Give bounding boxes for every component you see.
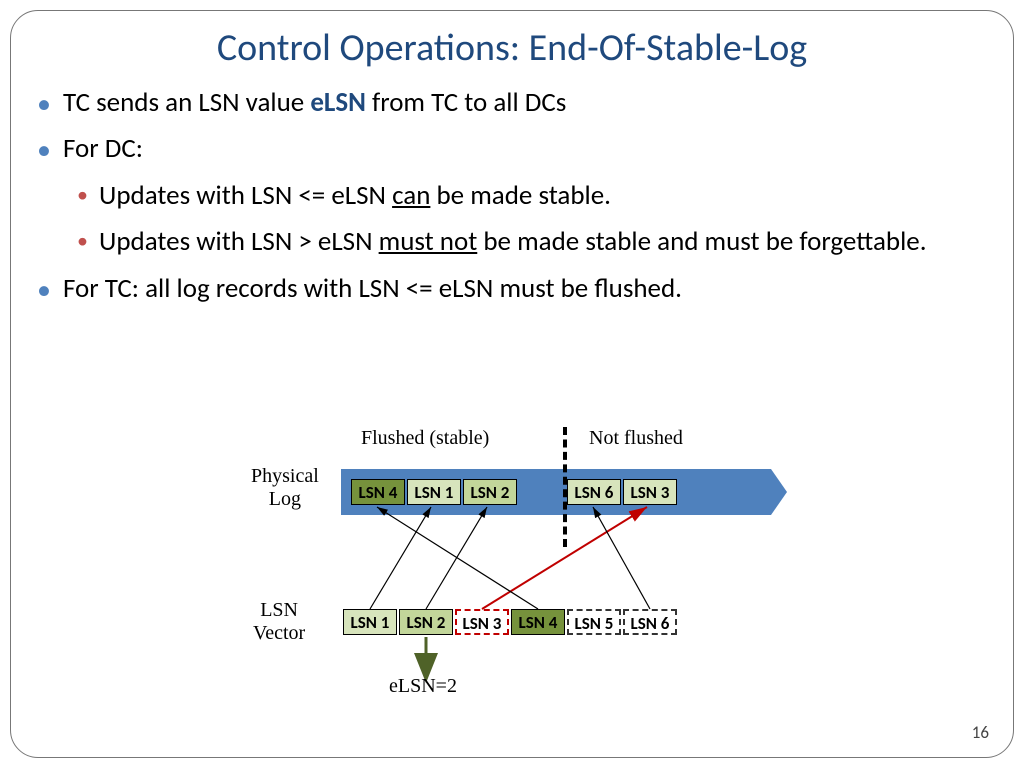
slide-title: Control Operations: End-Of-Stable-Log <box>11 25 1013 71</box>
vec-cell-3: LSN 4 <box>511 609 565 635</box>
bullet-2b: Updates with LSN > eLSN must not be made… <box>99 224 973 260</box>
bullet-2: For DC: Updates with LSN <= eLSN can be … <box>63 131 973 260</box>
slide-frame: Control Operations: End-Of-Stable-Log TC… <box>10 10 1014 758</box>
bullet-3: For TC: all log records with LSN <= eLSN… <box>63 271 973 307</box>
text: TC sends an LSN value <box>63 86 310 119</box>
underline-can: can <box>392 179 430 212</box>
phys-cell-0: LSN 4 <box>351 479 405 505</box>
text: be made stable and must be forgettable. <box>477 225 926 258</box>
phys-cell-3: LSN 6 <box>567 479 621 505</box>
text: For TC: all log records with LSN <= eLSN… <box>63 272 682 305</box>
diagram: Flushed (stable) Not flushed Physical Lo… <box>211 403 831 723</box>
arrow-layer <box>211 403 831 723</box>
vec-cell-2: LSN 3 <box>455 609 509 635</box>
vec-cell-1: LSN 2 <box>399 609 453 635</box>
bullet-2a: Updates with LSN <= eLSN can be made sta… <box>99 178 973 214</box>
text: be made stable. <box>430 179 611 212</box>
text: from TC to all DCs <box>366 86 566 119</box>
vec-cell-0: LSN 1 <box>343 609 397 635</box>
vec-cell-4: LSN 5 <box>567 609 621 635</box>
phys-cell-1: LSN 1 <box>407 479 461 505</box>
label-elsn: eLSN=2 <box>389 675 457 698</box>
text: Updates with LSN > eLSN <box>99 225 379 258</box>
arrow-2 <box>482 507 647 609</box>
phys-cell-4: LSN 3 <box>623 479 677 505</box>
page-number: 16 <box>972 722 989 743</box>
phys-cell-2: LSN 2 <box>463 479 517 505</box>
text: For DC: <box>63 132 143 165</box>
vec-cell-5: LSN 6 <box>623 609 677 635</box>
underline-mustnot: must not <box>379 225 478 258</box>
emphasis-elsn: eLSN <box>310 86 366 119</box>
bullet-list: TC sends an LSN value eLSN from TC to al… <box>11 85 1013 307</box>
text: Updates with LSN <= eLSN <box>99 179 392 212</box>
bullet-1: TC sends an LSN value eLSN from TC to al… <box>63 85 973 121</box>
